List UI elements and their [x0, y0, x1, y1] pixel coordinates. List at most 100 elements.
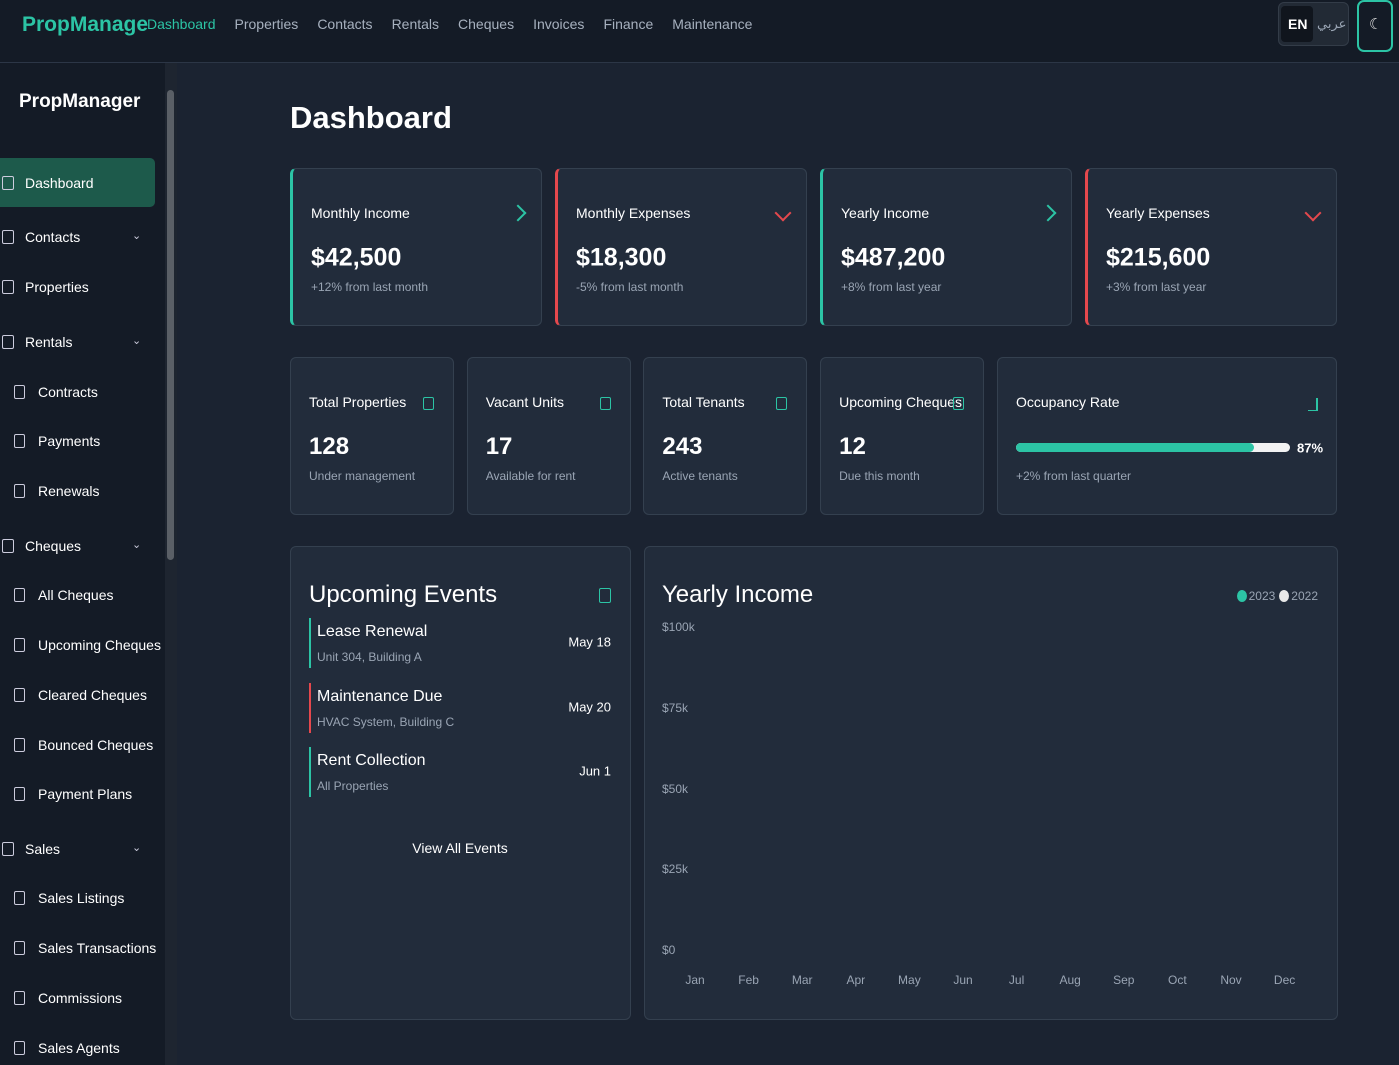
x-tick-label: Apr — [846, 973, 866, 987]
x-tick-label: Jun — [953, 973, 973, 987]
brand[interactable]: PropManage — [22, 13, 149, 36]
chart-title: Yearly Income — [662, 581, 814, 608]
stat-card — [820, 357, 985, 515]
event-date: May 20 — [568, 699, 611, 714]
sidebar-subitem[interactable]: Bounced Cheques — [38, 737, 154, 753]
sidebar-item[interactable]: Cheques — [25, 538, 82, 554]
card-note: +3% from last year — [1106, 280, 1207, 294]
calendar-icon — [599, 588, 611, 603]
language-active — [1281, 6, 1313, 42]
view-all-link[interactable]: View All Events — [412, 840, 508, 856]
sidebar-subitem[interactable]: Contracts — [38, 384, 98, 400]
nav-link[interactable]: Contacts — [317, 16, 373, 32]
chevron: ⌄ — [132, 842, 142, 854]
sidebar-brand: PropManager — [19, 91, 141, 112]
card-icon — [423, 397, 434, 410]
sidebar-subitem[interactable]: Payments — [38, 433, 101, 449]
nav-link[interactable]: Invoices — [533, 16, 585, 32]
sidebar-item[interactable]: Contacts — [25, 229, 81, 245]
page-title: Dashboard — [290, 100, 452, 135]
card-icon — [1308, 398, 1318, 411]
y-tick-label: $0 — [662, 943, 676, 957]
sidebar-subitem[interactable]: Upcoming Cheques — [38, 637, 161, 653]
sidebar-icon — [14, 991, 25, 1005]
sidebar-subitem[interactable]: Renewals — [38, 483, 100, 499]
x-tick-label: May — [898, 973, 921, 987]
sidebar-subitem[interactable]: Sales Listings — [38, 890, 125, 906]
x-tick-label: Jan — [685, 973, 705, 987]
event-title: Lease Renewal — [317, 623, 428, 640]
sidebar-subitem[interactable]: Sales Transactions — [38, 940, 157, 956]
event-subtitle: All Properties — [317, 779, 389, 793]
nav-link[interactable]: Properties — [234, 16, 299, 32]
stat-card — [643, 357, 808, 515]
sidebar-subitem[interactable]: Cleared Cheques — [38, 687, 147, 703]
sidebar-item[interactable]: Dashboard — [25, 175, 94, 191]
event-subtitle: HVAC System, Building C — [317, 714, 455, 729]
x-tick-label: Feb — [738, 973, 759, 987]
card-value: $18,300 — [576, 243, 667, 272]
sidebar-icon — [14, 638, 25, 652]
stat-card — [290, 357, 454, 515]
card-title: Occupancy Rate — [1016, 394, 1120, 410]
sidebar-icon — [14, 891, 25, 905]
sidebar-icon — [2, 335, 14, 349]
card-value: 17 — [485, 433, 513, 460]
active-item — [0, 158, 155, 207]
nav-link[interactable]: Dashboard — [147, 16, 216, 32]
y-tick-label: $75k — [662, 700, 689, 715]
x-tick-label: Mar — [791, 973, 813, 987]
y-tick-label: $50k — [662, 781, 689, 796]
y-tick-label: $100k — [662, 620, 695, 634]
chevron: ⌄ — [132, 335, 142, 347]
event-bar — [309, 747, 311, 797]
card-note: Active tenants — [662, 469, 738, 483]
x-tick-label: Oct — [1168, 973, 1187, 987]
event-date: Jun 1 — [579, 763, 611, 779]
card-note: +2% from last quarter — [1016, 469, 1132, 483]
card-title: Upcoming Cheques — [839, 394, 963, 410]
sidebar-icon — [2, 176, 14, 190]
card-icon — [599, 397, 611, 410]
y-tick-label: $25k — [662, 862, 689, 877]
chevron: ⌄ — [132, 230, 142, 242]
finance-card — [555, 168, 807, 326]
chevron: ⌄ — [132, 539, 142, 551]
nav-link[interactable]: Rentals — [391, 16, 440, 32]
event-title: Rent Collection — [317, 752, 426, 769]
x-tick-label: Dec — [1273, 973, 1296, 987]
card-value: 128 — [309, 433, 350, 460]
sidebar-subitem[interactable]: Sales Agents — [38, 1040, 120, 1056]
sidebar-item[interactable]: Rentals — [25, 334, 73, 350]
lang-ar[interactable]: عربي — [1317, 16, 1347, 31]
finance-card — [290, 168, 542, 326]
event-bar — [309, 618, 311, 668]
event-bar — [309, 682, 311, 733]
finance-card — [1085, 168, 1337, 326]
occupancy-label: 87% — [1297, 440, 1324, 456]
top-bar — [0, 0, 1399, 63]
sidebar-subitem[interactable]: Payment Plans — [38, 786, 133, 802]
nav-link[interactable]: Cheques — [458, 16, 515, 32]
sidebar-subitem[interactable]: Commissions — [38, 990, 123, 1006]
nav-link[interactable]: Maintenance — [672, 16, 753, 32]
sidebar-icon — [14, 434, 25, 448]
card-title: Total Tenants — [662, 394, 745, 410]
x-tick-label: Aug — [1059, 973, 1081, 987]
card-value: 243 — [662, 433, 703, 460]
legend-label: 2023 — [1248, 589, 1276, 603]
card-value: $215,600 — [1106, 243, 1211, 272]
sidebar-icon — [2, 539, 14, 553]
sidebar-item[interactable]: Sales — [25, 841, 61, 857]
sidebar-subitem[interactable]: All Cheques — [38, 587, 114, 603]
sidebar — [0, 63, 165, 1065]
scrollbar-thumb — [167, 90, 174, 560]
stat-card — [466, 357, 631, 515]
x-tick-label: Nov — [1220, 973, 1242, 987]
card-title: Monthly Expenses — [576, 205, 691, 221]
sidebar-icon — [14, 688, 25, 702]
theme-toggle[interactable] — [1357, 0, 1393, 52]
lang-en[interactable]: EN — [1288, 16, 1308, 32]
sidebar-item[interactable]: Properties — [25, 279, 89, 295]
nav-link[interactable]: Finance — [603, 16, 654, 32]
